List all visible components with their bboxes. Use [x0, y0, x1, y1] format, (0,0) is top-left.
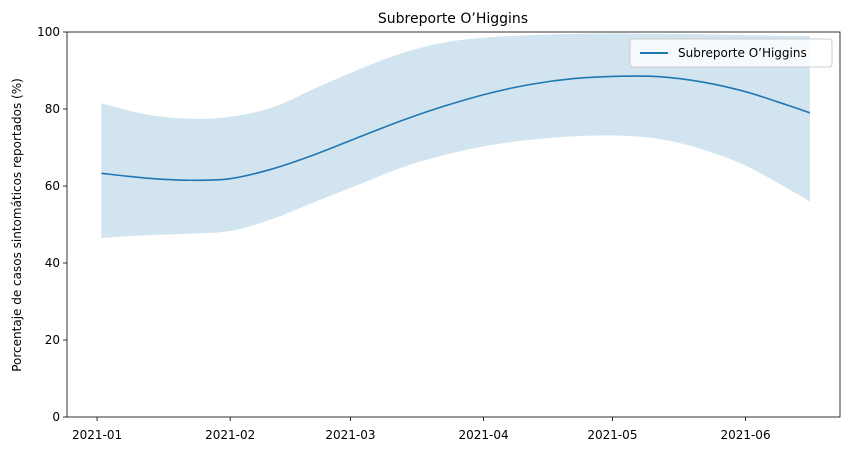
legend-box: [629, 38, 833, 68]
x-axis: 2021-01 2021-02 2021-03 2021-04 2021-05 2021-…: [72, 417, 771, 442]
y-axis-label: Porcentaje de casos sintomáticos reporta…: [10, 78, 24, 372]
y-tick-label: 80: [45, 102, 60, 116]
y-tick-label: 40: [45, 256, 60, 270]
y-axis: 0 20 40 60 80 100: [37, 25, 67, 424]
x-tick-label: 2021-05: [587, 428, 637, 442]
x-tick-label: 2021-04: [458, 428, 508, 442]
series-line: [101, 75, 811, 182]
plot-area: [101, 33, 811, 238]
x-tick-label: 2021-01: [72, 428, 122, 442]
plot-frame: [66, 31, 841, 418]
confidence-band: [101, 33, 810, 238]
legend-label: Subreporte O’Higgins: [678, 46, 807, 60]
legend: Subreporte O’Higgins: [629, 38, 833, 68]
y-tick-label: 0: [52, 410, 60, 424]
y-tick-label: 20: [45, 333, 60, 347]
x-tick-label: 2021-06: [720, 428, 770, 442]
y-tick-label: 100: [37, 25, 60, 39]
y-tick-label: 60: [45, 179, 60, 193]
chart-title: Subreporte O’Higgins: [378, 11, 528, 27]
x-tick-label: 2021-02: [205, 428, 255, 442]
x-tick-label: 2021-03: [325, 428, 375, 442]
